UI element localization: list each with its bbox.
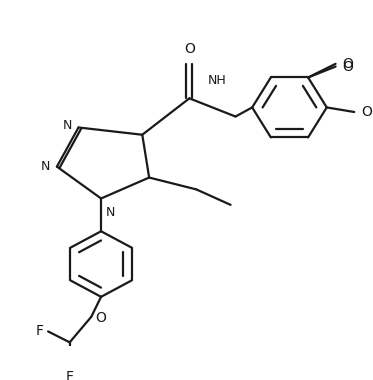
Text: N: N: [62, 119, 72, 132]
Text: O: O: [95, 311, 106, 325]
Text: O: O: [342, 57, 353, 71]
Text: N: N: [106, 206, 115, 219]
Text: O: O: [361, 105, 372, 119]
Text: F: F: [35, 325, 43, 339]
Text: F: F: [66, 370, 74, 380]
Text: NH: NH: [208, 74, 227, 87]
Text: N: N: [41, 160, 50, 173]
Text: O: O: [342, 60, 353, 74]
Text: O: O: [184, 41, 195, 55]
